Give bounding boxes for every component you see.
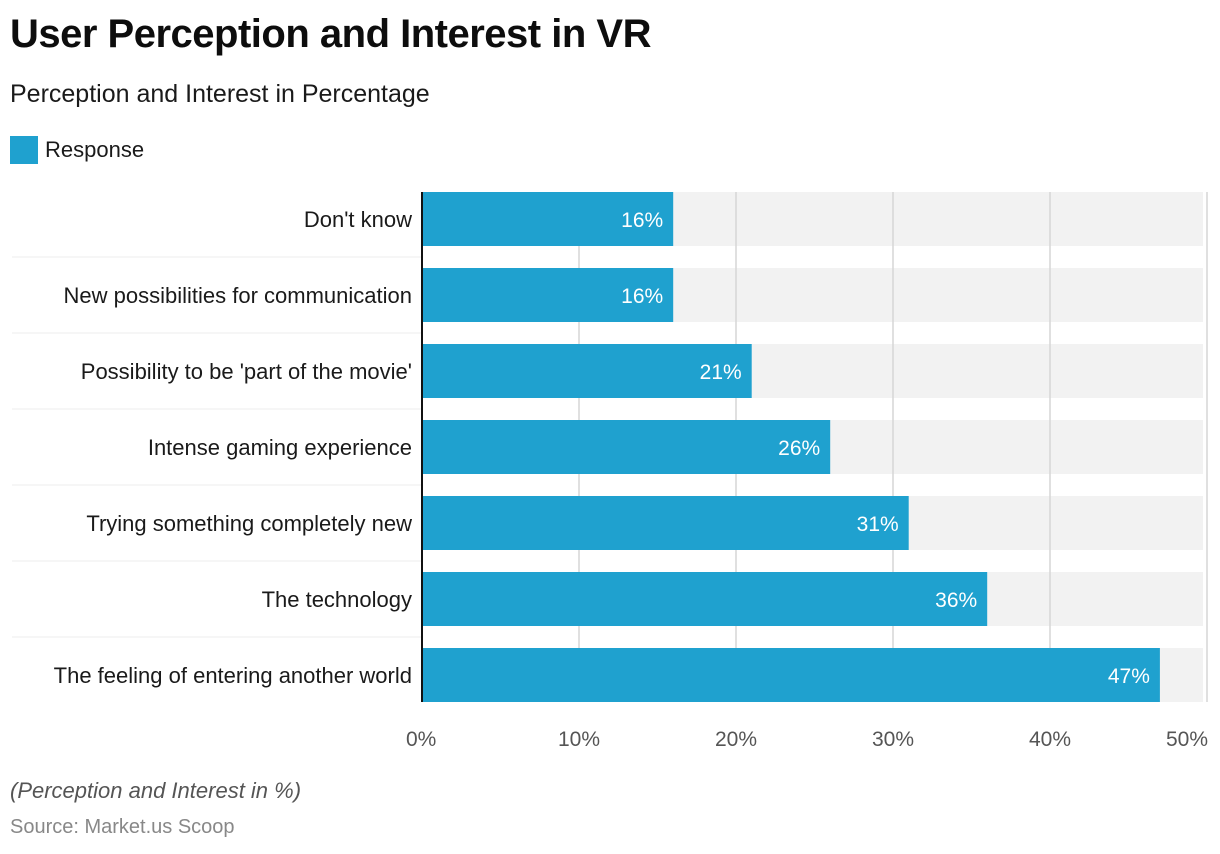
bar	[422, 420, 831, 474]
chart-subtitle: Perception and Interest in Percentage	[10, 80, 430, 108]
category-label: Possibility to be 'part of the movie'	[81, 359, 412, 384]
value-labels: 16% 16% 21% 26% 31% 36% 47%	[621, 209, 1150, 688]
bar	[422, 648, 1160, 702]
bar-chart: Don't know New possibilities for communic…	[12, 192, 1208, 751]
chart-title: User Perception and Interest in VR	[10, 12, 651, 56]
bar	[422, 496, 909, 550]
category-label: Intense gaming experience	[148, 435, 412, 460]
x-tick-label: 10%	[558, 728, 600, 751]
value-label: 31%	[857, 513, 899, 536]
bar	[422, 344, 752, 398]
value-label: 26%	[778, 437, 820, 460]
category-label: Trying something completely new	[86, 511, 412, 536]
bar	[422, 572, 988, 626]
value-label: 36%	[935, 589, 977, 612]
x-axis-tick-labels: 0% 10% 20% 30% 40% 50%	[406, 728, 1208, 751]
legend: Response	[10, 136, 144, 164]
bar	[422, 268, 674, 322]
value-label: 47%	[1108, 665, 1150, 688]
row-separators	[12, 256, 422, 638]
x-tick-label: 50%	[1166, 728, 1208, 751]
value-label: 21%	[700, 361, 742, 384]
category-label: The feeling of entering another world	[54, 663, 412, 688]
x-tick-label: 20%	[715, 728, 757, 751]
value-label: 16%	[621, 209, 663, 232]
bars	[422, 192, 1160, 702]
legend-swatch	[10, 136, 38, 164]
category-label: New possibilities for communication	[64, 283, 412, 308]
category-label: Don't know	[304, 207, 412, 232]
x-tick-label: 40%	[1029, 728, 1071, 751]
x-tick-label: 30%	[872, 728, 914, 751]
category-labels: Don't know New possibilities for communic…	[54, 207, 412, 688]
legend-label: Response	[45, 137, 145, 162]
category-label: The technology	[262, 587, 412, 612]
chart-source: Source: Market.us Scoop	[10, 816, 235, 838]
x-tick-label: 0%	[406, 728, 436, 751]
bar	[422, 192, 674, 246]
chart-note: (Perception and Interest in %)	[10, 778, 302, 803]
value-label: 16%	[621, 285, 663, 308]
